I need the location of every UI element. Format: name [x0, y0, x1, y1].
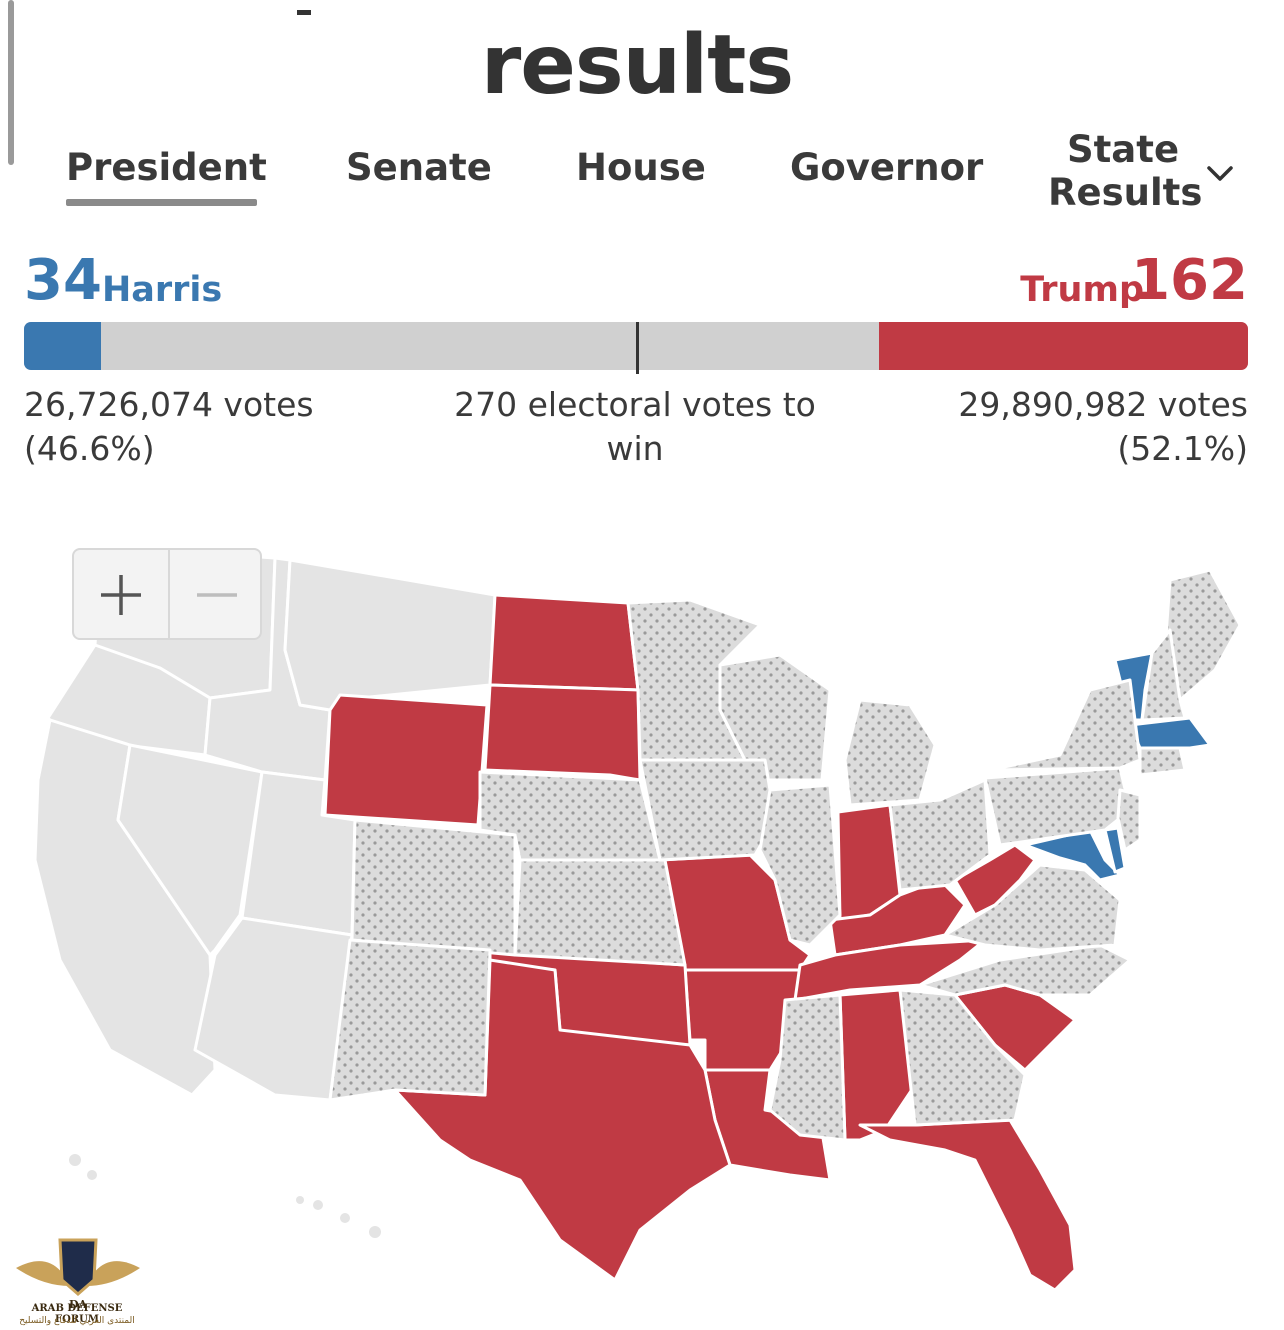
- tab-governor[interactable]: Governor: [790, 146, 984, 189]
- state-NC[interactable]: [918, 943, 1132, 997]
- ak-island: [313, 1200, 323, 1210]
- map-zoom-controls: [72, 548, 262, 640]
- harris-name: Harris: [102, 270, 223, 310]
- harris-electoral-votes: 34: [24, 248, 102, 313]
- state-OH[interactable]: [888, 778, 992, 892]
- chevron-down-icon[interactable]: [1206, 164, 1234, 184]
- state-TX[interactable]: [393, 958, 732, 1282]
- state-CT[interactable]: [1138, 746, 1187, 777]
- state-NJ[interactable]: [1116, 788, 1142, 852]
- harris-vote-pct: (46.6%): [24, 429, 155, 468]
- zoom-out-button[interactable]: [170, 550, 264, 638]
- ak-island: [69, 1154, 81, 1166]
- us-results-map[interactable]: [0, 500, 1284, 1330]
- heading-fragment: [297, 10, 311, 15]
- tab-president[interactable]: President: [66, 146, 267, 189]
- forum-badge: DA: [69, 1298, 88, 1311]
- forum-name: ARAB DEFENSE FORUM: [31, 1303, 123, 1325]
- minus-icon: [197, 593, 237, 597]
- state-results-dropdown[interactable]: State Results: [1048, 128, 1203, 214]
- state-MD[interactable]: [1023, 828, 1122, 882]
- state-MT[interactable]: [283, 558, 497, 712]
- scroll-indicator[interactable]: [8, 0, 14, 165]
- state-ND[interactable]: [488, 593, 640, 692]
- hi-island: [340, 1213, 350, 1223]
- ak-island: [296, 1196, 304, 1204]
- state-IA[interactable]: [638, 758, 777, 862]
- threshold-label: 270 electoral votes to win: [454, 385, 816, 468]
- trump-name: Trump: [1020, 270, 1144, 310]
- ak-island: [87, 1170, 97, 1180]
- harris-bar-fill: [24, 322, 102, 370]
- trump-vote-pct: (52.1%): [1117, 429, 1248, 468]
- trump-vote-summary: 29,890,982 votes (52.1%): [958, 383, 1248, 471]
- tab-house[interactable]: House: [576, 146, 706, 189]
- state-NH[interactable]: [1140, 628, 1187, 722]
- state-CO[interactable]: [350, 818, 517, 957]
- state-NM[interactable]: [328, 938, 492, 1102]
- state-MI[interactable]: [843, 698, 937, 807]
- state-FL[interactable]: [858, 1118, 1077, 1292]
- tab-senate[interactable]: Senate: [346, 146, 492, 189]
- state-VA[interactable]: [943, 863, 1122, 952]
- trump-electoral-votes: 162: [1131, 248, 1248, 313]
- forum-name-ar: المنتدى العربي للدفاع والتسليح: [19, 1316, 135, 1326]
- trump-popular-votes: 29,890,982 votes: [958, 385, 1248, 424]
- harris-vote-summary: 26,726,074 votes (46.6%): [24, 383, 314, 471]
- state-KS[interactable]: [513, 858, 687, 967]
- state-WY[interactable]: [323, 693, 489, 827]
- trump-bar-fill: [879, 322, 1248, 370]
- page-title: results: [480, 18, 794, 113]
- hi-island: [369, 1226, 381, 1238]
- active-tab-underline: [66, 199, 257, 206]
- plus-icon: [101, 575, 141, 615]
- state-DE[interactable]: [1103, 826, 1127, 874]
- state-MS[interactable]: [768, 993, 847, 1142]
- state-IL[interactable]: [758, 783, 842, 947]
- zoom-in-button[interactable]: [74, 550, 170, 638]
- state-SD[interactable]: [483, 683, 642, 782]
- state-MA[interactable]: [1128, 716, 1212, 750]
- harris-popular-votes: 26,726,074 votes: [24, 385, 314, 424]
- state-NY[interactable]: [988, 678, 1142, 772]
- threshold-marker: [636, 322, 639, 374]
- state-WI[interactable]: [718, 653, 832, 782]
- forum-watermark-logo: DA: [16, 1238, 140, 1311]
